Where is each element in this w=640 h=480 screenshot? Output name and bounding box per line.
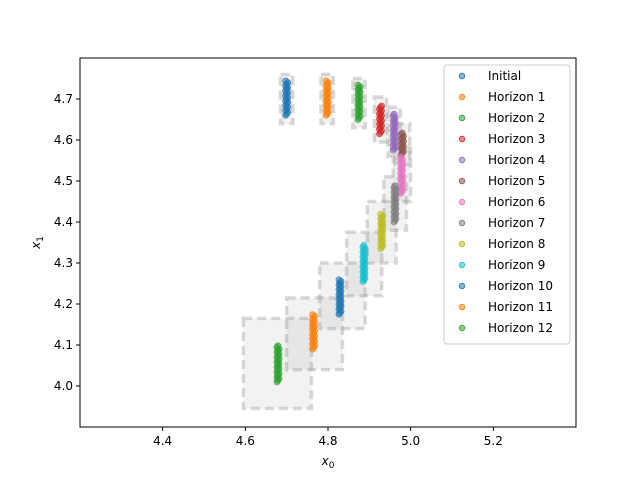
x-axis-label-main: x [321, 454, 330, 468]
series-3 [376, 102, 385, 138]
series-10 [335, 276, 345, 318]
legend-marker [458, 219, 466, 227]
y-tick-label: 4.0 [54, 379, 73, 393]
legend-label: Horizon 1 [488, 90, 545, 104]
series-9 [359, 241, 369, 285]
y-tick-label: 4.6 [54, 133, 73, 147]
series-8 [377, 210, 387, 253]
legend-label: Horizon 9 [488, 258, 545, 272]
series-2 [354, 81, 364, 123]
point [274, 342, 282, 350]
x-axis-label-sub: 0 [329, 461, 335, 471]
x-tick-label: 4.6 [236, 434, 255, 448]
y-tick-label: 4.5 [54, 174, 73, 188]
y-tick-label: 4.4 [54, 215, 73, 229]
reachable-box-11 [284, 296, 345, 372]
y-axis-label: x1 [29, 236, 46, 250]
y-axis-label-sub: 1 [36, 236, 46, 242]
point [322, 77, 330, 85]
legend-label: Horizon 5 [488, 174, 545, 188]
legend-marker [458, 156, 466, 164]
legend-label: Horizon 12 [488, 321, 553, 335]
point [335, 276, 343, 284]
x-tick-label: 5.0 [401, 434, 420, 448]
series-7 [390, 182, 400, 226]
legend-marker [458, 93, 466, 101]
legend-label: Horizon 3 [488, 132, 545, 146]
y-tick-label: 4.7 [54, 92, 73, 106]
point [378, 102, 385, 110]
point [398, 153, 405, 161]
legend-label: Initial [488, 69, 521, 83]
point [398, 129, 406, 137]
legend-marker [458, 177, 466, 185]
point [309, 311, 316, 319]
y-tick-label: 4.2 [54, 297, 73, 311]
point [354, 81, 362, 89]
legend-marker [458, 198, 466, 206]
legend-marker [458, 261, 466, 269]
point [360, 241, 368, 249]
legend-label: Horizon 6 [488, 195, 545, 209]
series-1 [322, 77, 332, 119]
legend-label: Horizon 8 [488, 237, 545, 251]
y-axis-label-main: x [29, 241, 43, 250]
legend-marker [458, 240, 466, 248]
horizon-points [273, 77, 407, 386]
legend-marker [458, 72, 466, 80]
series-4 [389, 110, 399, 154]
legend-marker [458, 303, 466, 311]
legend-marker [458, 324, 466, 332]
x-axis-ticks: 4.4 4.6 4.8 5.0 5.2 [153, 427, 503, 448]
y-axis-ticks: 4.0 4.1 4.2 4.3 4.4 4.5 4.6 4.7 [54, 92, 80, 393]
series-5 [397, 129, 407, 158]
legend-label: Horizon 7 [488, 216, 545, 230]
x-axis-label: x0 [321, 454, 335, 471]
legend-label: Horizon 2 [488, 111, 545, 125]
series-12 [273, 342, 283, 386]
legend: Initial Horizon 1 Horizon 2 Horizon 3 Horizo… [443, 64, 571, 345]
point [390, 110, 398, 118]
legend-box [443, 64, 571, 345]
point [282, 77, 290, 85]
legend-label: Horizon 11 [488, 300, 553, 314]
x-tick-label: 4.8 [318, 434, 337, 448]
y-tick-label: 4.3 [54, 256, 73, 270]
series-11 [309, 311, 318, 353]
point [391, 182, 399, 190]
legend-marker [458, 114, 466, 122]
y-tick-label: 4.1 [54, 338, 73, 352]
x-tick-label: 4.4 [153, 434, 172, 448]
series-0 [282, 77, 292, 119]
point [377, 210, 385, 218]
legend-marker [458, 135, 466, 143]
legend-marker [458, 282, 466, 290]
legend-label: Horizon 10 [488, 279, 553, 293]
series-6 [397, 153, 407, 197]
x-tick-label: 5.2 [484, 434, 503, 448]
legend-label: Horizon 4 [488, 153, 545, 167]
